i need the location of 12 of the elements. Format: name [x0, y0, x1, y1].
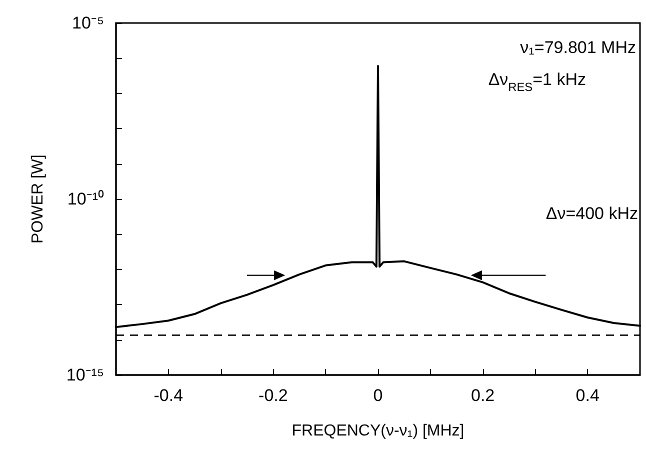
x-tick-label: 0.4	[576, 386, 600, 405]
x-axis-title: FREQENCY(ν-ν₁) [MHz]	[292, 422, 464, 440]
y-tick-label: 10⁻¹⁰	[67, 190, 104, 208]
y-tick-label: 10⁻¹⁵	[66, 366, 104, 384]
x-tick-label: 0	[373, 386, 383, 405]
x-tick-label: -0.4	[154, 386, 184, 405]
y-axis-title: POWER [W]	[30, 154, 46, 244]
x-tick-label: -0.2	[258, 386, 288, 405]
annotation: Δν=400 kHz	[546, 204, 638, 224]
x-tick-label: 0.2	[470, 386, 495, 405]
y-tick-label: 10⁻⁵	[72, 14, 104, 32]
annotation: ν₁=79.801 MHz	[520, 38, 636, 58]
